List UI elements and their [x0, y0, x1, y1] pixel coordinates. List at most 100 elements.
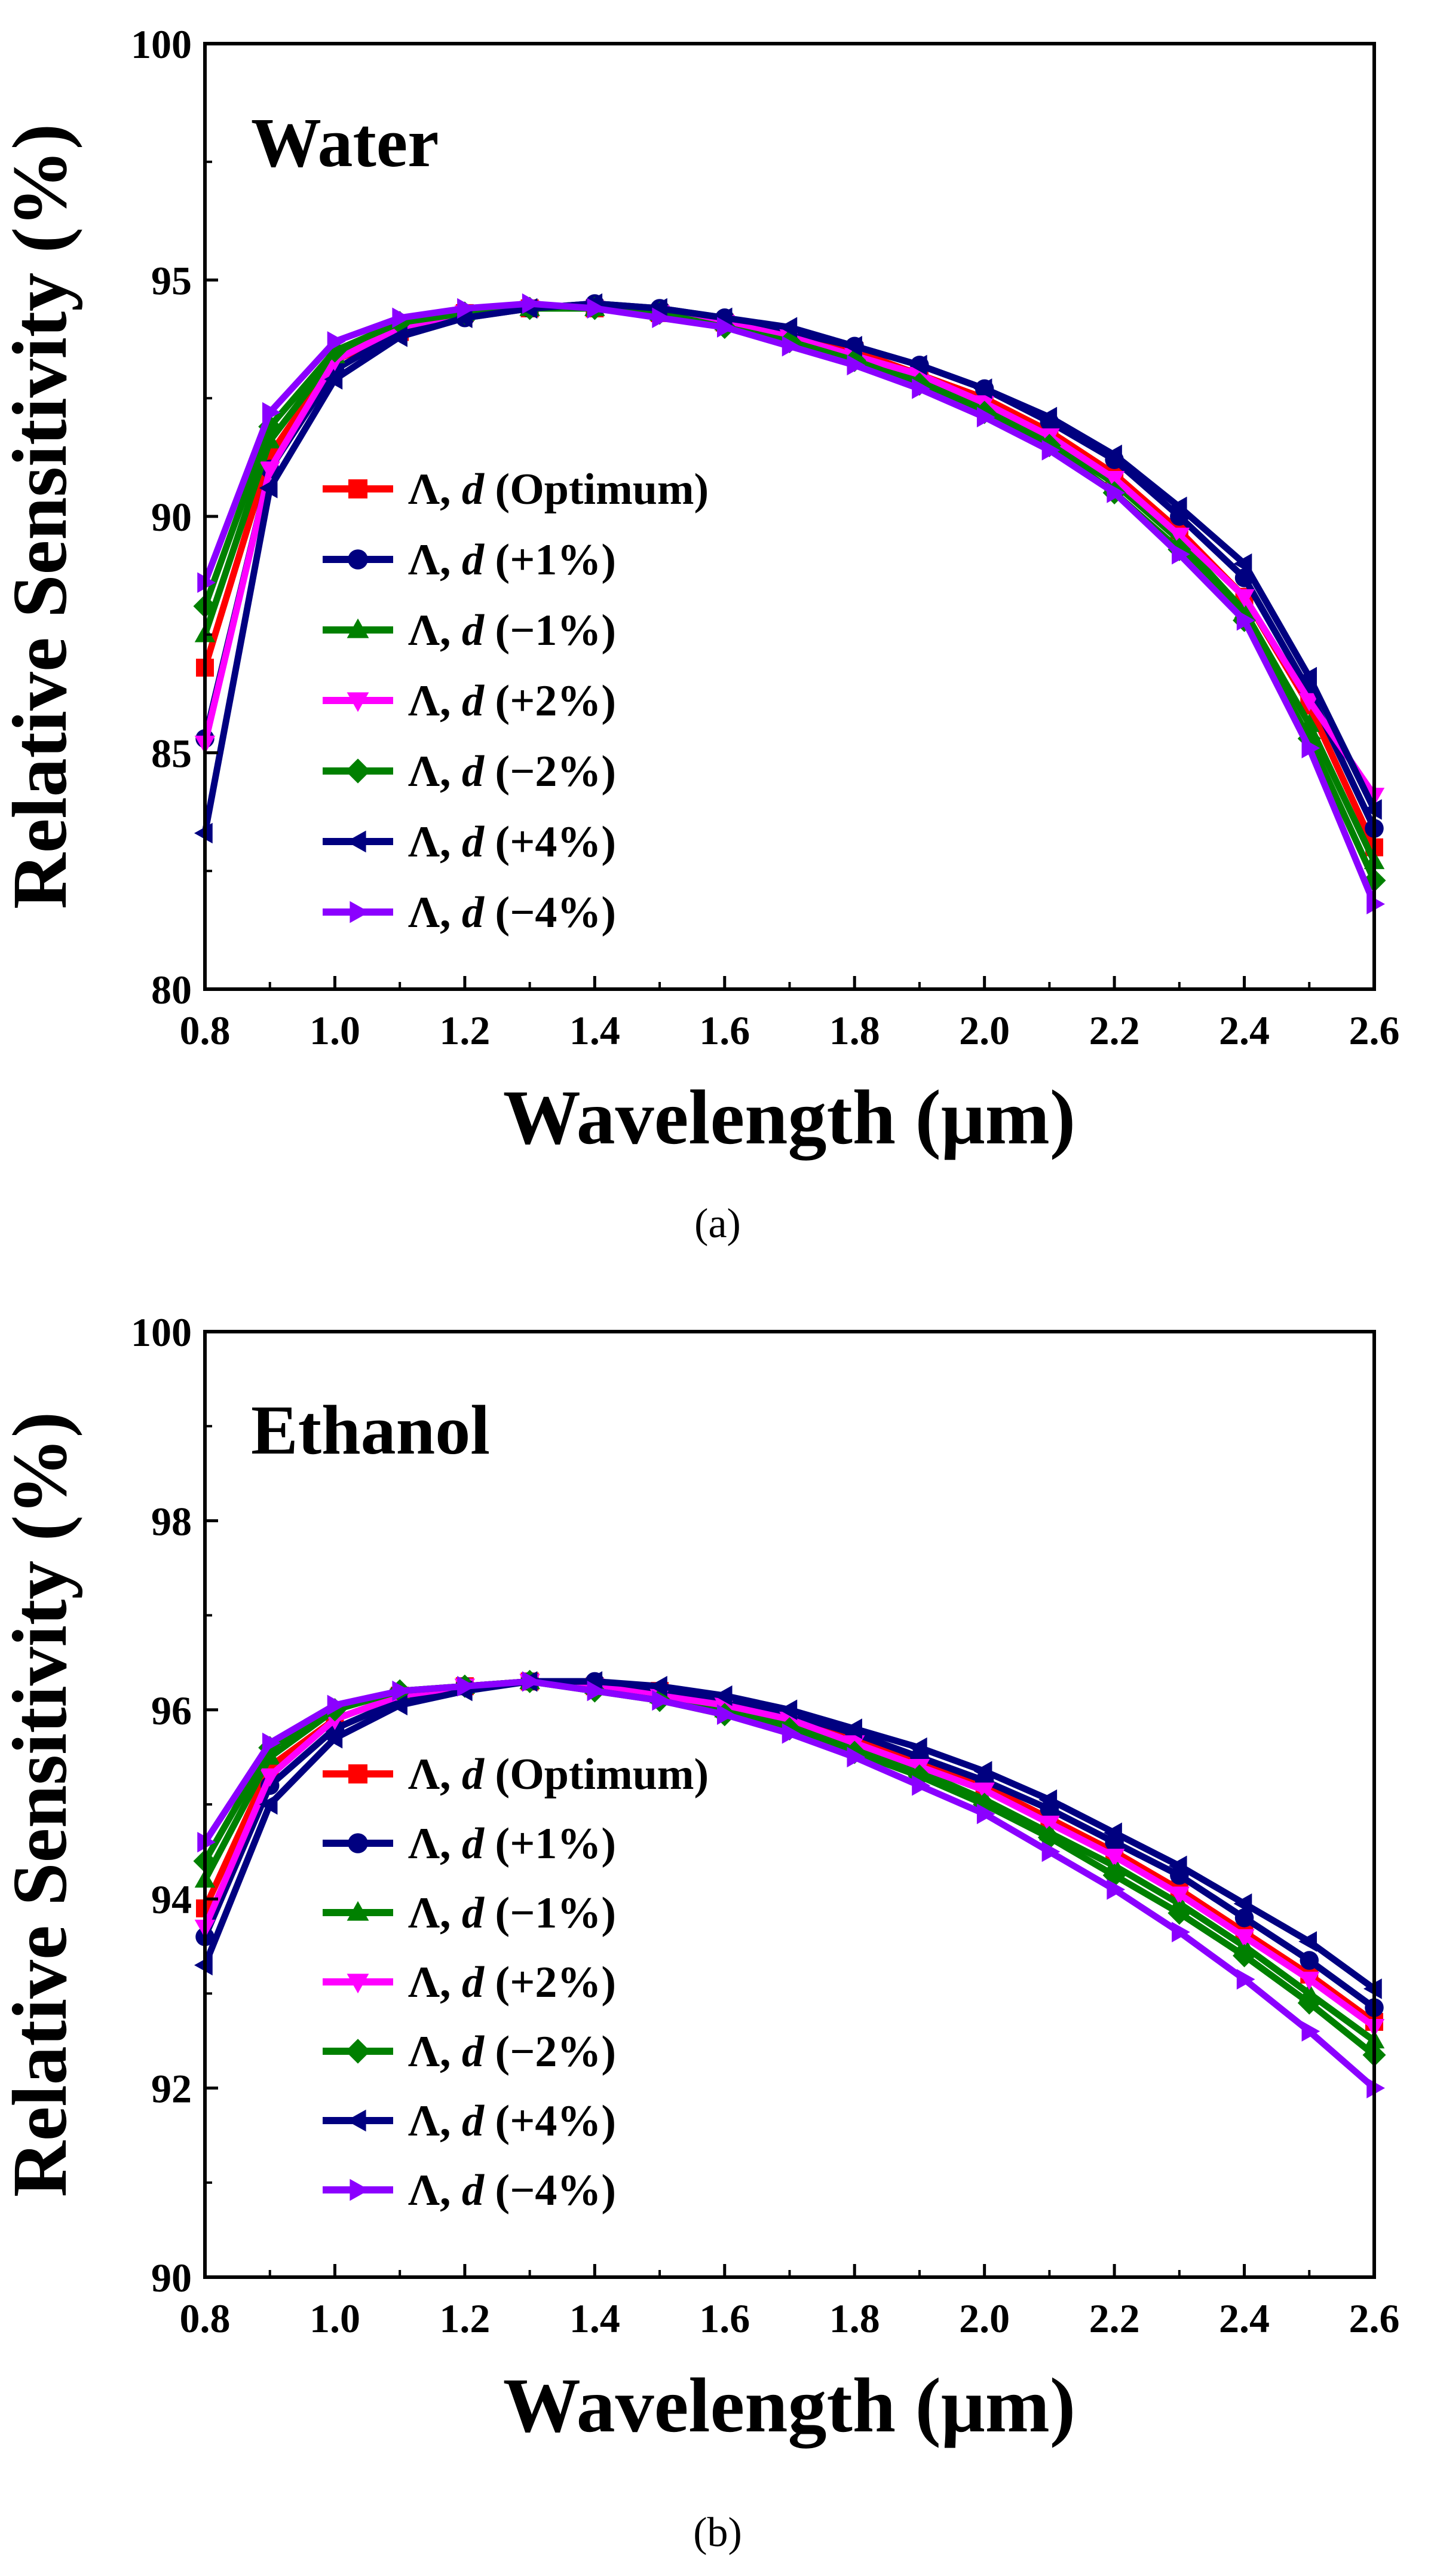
data-point — [1104, 1822, 1122, 1843]
legend-marker — [345, 2039, 370, 2064]
data-point — [1236, 1969, 1255, 1990]
y-axis-label: Relative Sensitivity (%) — [0, 124, 83, 909]
data-point — [847, 354, 866, 376]
x-tick-label: 2.4 — [1219, 1008, 1270, 1053]
data-point — [1233, 1944, 1257, 1968]
data-point — [649, 1676, 667, 1697]
data-point — [259, 1794, 278, 1815]
data-point — [389, 326, 407, 347]
legend-marker — [347, 1901, 369, 1921]
legend-item: Λ, d (−2%) — [323, 747, 616, 796]
legend: Λ, d (Optimum) Λ, d (+1%) Λ, d (−1%) Λ, d (… — [323, 465, 709, 937]
x-tick-label: 2.2 — [1089, 2296, 1140, 2341]
legend-label: Λ, d (+4%) — [408, 818, 616, 867]
x-tick-label: 1.2 — [439, 1008, 490, 1053]
legend-label: Λ, d (Optimum) — [408, 1750, 709, 1799]
legend-marker — [347, 618, 369, 638]
legend-item: Λ, d (−4%) — [323, 888, 616, 937]
data-point — [1297, 1991, 1321, 2015]
legend-item: Λ, d (−1%) — [323, 606, 616, 655]
data-point — [1301, 2021, 1320, 2042]
x-tick-label: 1.8 — [829, 2296, 880, 2341]
legend-label: Λ, d (−2%) — [408, 2027, 616, 2076]
data-point — [912, 1775, 930, 1796]
data-point — [1038, 406, 1058, 428]
data-point — [1041, 440, 1061, 461]
legend-marker — [347, 692, 369, 712]
legend-label: Λ, d (+1%) — [408, 1819, 616, 1868]
data-point — [1104, 470, 1125, 489]
x-tick-label: 1.0 — [310, 1008, 360, 1053]
data-point — [1039, 1815, 1060, 1834]
data-point — [587, 1680, 606, 1702]
legend-marker — [348, 1833, 368, 1853]
data-point — [908, 1737, 927, 1758]
data-point — [844, 335, 862, 357]
data-point — [973, 378, 992, 399]
data-point — [1168, 1901, 1191, 1925]
data-point — [1301, 738, 1320, 758]
data-point — [779, 1699, 798, 1721]
data-point — [652, 307, 671, 329]
data-point — [259, 461, 280, 480]
data-point — [1041, 1841, 1061, 1862]
legend-label: Λ, d (−4%) — [408, 2166, 616, 2215]
legend-label: Λ, d (+2%) — [408, 1958, 616, 2007]
data-point — [587, 298, 606, 319]
x-tick-label: 1.0 — [310, 2296, 360, 2341]
x-tick-label: 2.2 — [1089, 1008, 1140, 1053]
data-point — [1234, 1908, 1254, 1928]
data-point — [1298, 666, 1317, 688]
legend-label: Λ, d (Optimum) — [408, 465, 709, 514]
series-6 — [197, 1671, 1385, 2098]
data-point — [1038, 1789, 1058, 1810]
y-tick-label: 85 — [151, 731, 192, 776]
data-point — [1299, 693, 1320, 712]
legend-item: Λ, d (−4%) — [323, 2166, 616, 2215]
data-point — [976, 1803, 995, 1825]
data-point — [974, 1782, 995, 1801]
data-point — [1234, 589, 1255, 608]
legend-marker — [350, 901, 370, 923]
data-point — [389, 1694, 407, 1716]
y-tick-label: 90 — [151, 494, 192, 540]
x-tick-label: 1.4 — [569, 2296, 620, 2341]
data-point — [847, 1746, 866, 1768]
data-point — [912, 378, 930, 399]
data-point — [1172, 1922, 1190, 1942]
panel-annotation: Ethanol — [251, 1391, 490, 1469]
legend-marker — [346, 2109, 366, 2132]
data-point — [1236, 610, 1255, 631]
x-tick-label: 0.8 — [180, 1008, 231, 1053]
y-tick-label: 96 — [151, 1688, 192, 1733]
x-tick-label: 1.8 — [829, 1008, 880, 1053]
legend-label: Λ, d (+1%) — [408, 536, 616, 585]
series-6 — [197, 293, 1385, 914]
data-point — [717, 1704, 736, 1725]
data-point — [908, 354, 927, 376]
data-point — [262, 402, 281, 423]
data-point — [779, 317, 798, 338]
legend-item: Λ, d (+2%) — [323, 677, 616, 726]
legend-item: Λ, d (Optimum) — [323, 1750, 709, 1799]
data-point — [1233, 1893, 1252, 1914]
legend-label: Λ, d (−4%) — [408, 888, 616, 937]
y-tick-label: 100 — [131, 1310, 192, 1355]
legend-marker — [350, 2179, 370, 2201]
legend-marker — [346, 830, 366, 853]
x-tick-label: 2.4 — [1219, 2296, 1270, 2341]
data-point — [457, 298, 476, 319]
legend-marker — [348, 1764, 367, 1783]
data-point — [713, 1685, 733, 1706]
y-tick-label: 94 — [151, 1877, 192, 1922]
data-point — [1168, 1855, 1187, 1877]
legend-item: Λ, d (Optimum) — [323, 465, 709, 514]
panel-label: (a) — [694, 1201, 741, 1247]
data-point — [327, 331, 346, 352]
data-point — [327, 1694, 346, 1716]
legend-label: Λ, d (−2%) — [408, 747, 616, 796]
x-tick-label: 1.2 — [439, 2296, 490, 2341]
legend-item: Λ, d (+1%) — [323, 536, 616, 585]
data-point — [392, 307, 411, 329]
